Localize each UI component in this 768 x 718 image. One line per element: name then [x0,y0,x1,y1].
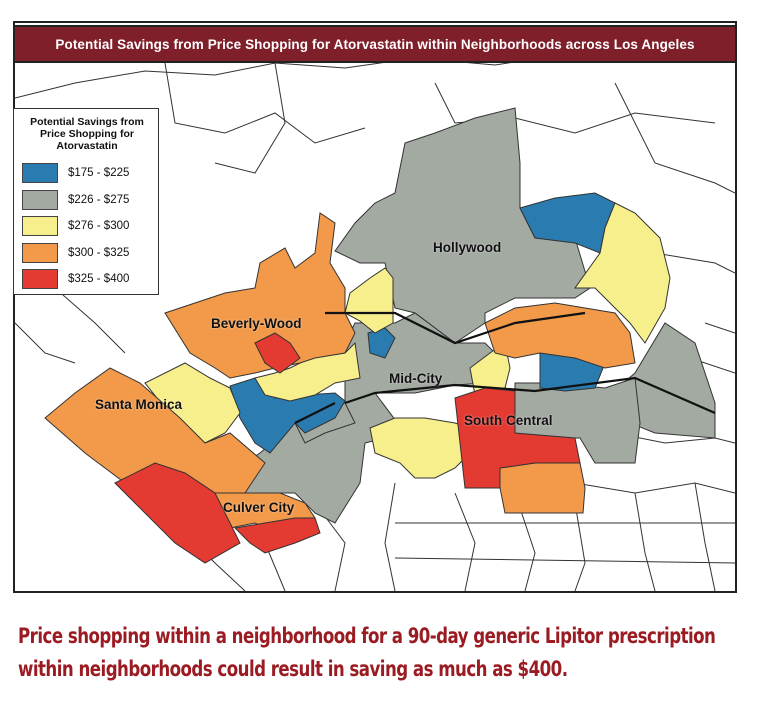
legend-label: $226 - $275 [68,193,130,206]
region-red-southcentral [454,387,581,489]
legend-swatch-gray [22,189,58,210]
region-yellow-beverly [254,341,361,402]
legend-title: Potential Savings from Price Shopping fo… [30,116,144,152]
label-santa-monica: Santa Monica [95,397,183,412]
caption-line-2: within neighborhoods could result in sav… [18,657,568,681]
neighborhood-map[interactable] [15,23,735,591]
major-boundaries [294,311,716,424]
map-legend: Potential Savings from Price Shopping fo… [13,108,159,295]
legend-item: $276 - $300 [22,213,152,240]
region-yellow-hollywood [344,267,394,334]
legend-label: $276 - $300 [68,220,130,233]
legend-label: $175 - $225 [68,167,130,180]
map-title: Potential Savings from Price Shopping fo… [13,25,737,63]
legend-item: $325 - $400 [22,266,152,293]
legend-swatch-yellow [22,216,58,237]
caption: Price shopping within a neighborhood for… [18,620,716,686]
label-culver-city: Culver City [223,500,295,515]
neighborhood-regions [44,107,716,564]
region-orange-beverly [164,212,356,379]
legend-label: $325 - $400 [68,273,130,286]
region-yellow-east [574,202,671,344]
legend-label: $300 - $325 [68,246,130,259]
region-red-beverly [254,332,301,374]
region-orange-south [499,462,586,514]
legend-swatch-blue [22,163,58,184]
region-orange-hollywood-east [484,302,636,369]
region-red-santamonica [114,462,241,564]
legend-item: $175 - $225 [22,160,152,187]
region-yellow-south [369,417,471,479]
legend-swatch-red [22,269,58,290]
legend-item: $226 - $275 [22,187,152,214]
legend-swatch-orange [22,242,58,263]
caption-line-1: Price shopping within a neighborhood for… [18,624,716,648]
legend-item: $300 - $325 [22,240,152,267]
label-south-central: South Central [464,413,553,428]
region-blue-westwood [229,377,346,454]
label-hollywood: Hollywood [433,240,502,255]
map-frame [13,21,737,593]
region-red-culver [233,517,321,554]
label-mid-city: Mid-City [389,371,443,386]
label-beverly-wood: Beverly-Wood [211,316,302,331]
